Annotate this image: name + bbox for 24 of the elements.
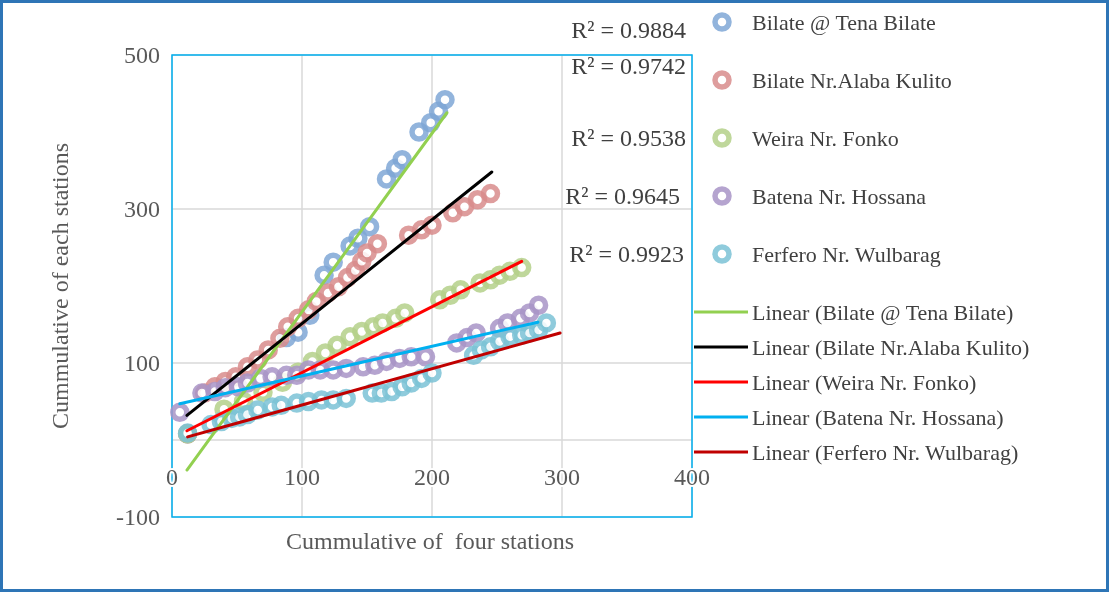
y-tick-label: 500 [124, 42, 160, 69]
y-tick-label: -100 [116, 504, 160, 531]
annotation: R² = 0.9742 [571, 53, 686, 80]
legend-label: Bilate @ Tena Bilate [752, 9, 936, 35]
annotation: R² = 0.9645 [565, 183, 680, 210]
x-axis-title: Cummulative of four stations [286, 528, 574, 555]
annotation: R² = 0.9923 [569, 241, 684, 268]
legend-label: Bilate Nr.Alaba Kulito [752, 67, 952, 93]
legend-label: Ferfero Nr. Wulbarag [752, 241, 941, 267]
x-tick-label: 300 [544, 464, 580, 491]
y-axis-title: Cummulative of each stations [47, 143, 74, 429]
annotation: R² = 0.9538 [571, 125, 686, 152]
y-tick-label: 100 [124, 350, 160, 377]
legend-label: Batena Nr. Hossana [752, 183, 927, 209]
x-tick-label: 200 [414, 464, 450, 491]
y-tick-label: 300 [124, 196, 160, 223]
legend-label: Weira Nr. Fonko [752, 125, 899, 151]
legend-label: Linear (Ferfero Nr. Wulbarag) [752, 439, 1019, 465]
text: R² = 0.9884 [571, 17, 686, 44]
x-tick-label: 100 [284, 464, 320, 491]
legend-label: Linear (Batena Nr. Hossana) [752, 404, 1004, 430]
legend-label: Linear (Bilate @ Tena Bilate) [752, 299, 1014, 325]
legend-label: Linear (Bilate Nr.Alaba Kulito) [752, 334, 1030, 360]
legend-label: Linear (Weira Nr. Fonko) [752, 369, 977, 395]
